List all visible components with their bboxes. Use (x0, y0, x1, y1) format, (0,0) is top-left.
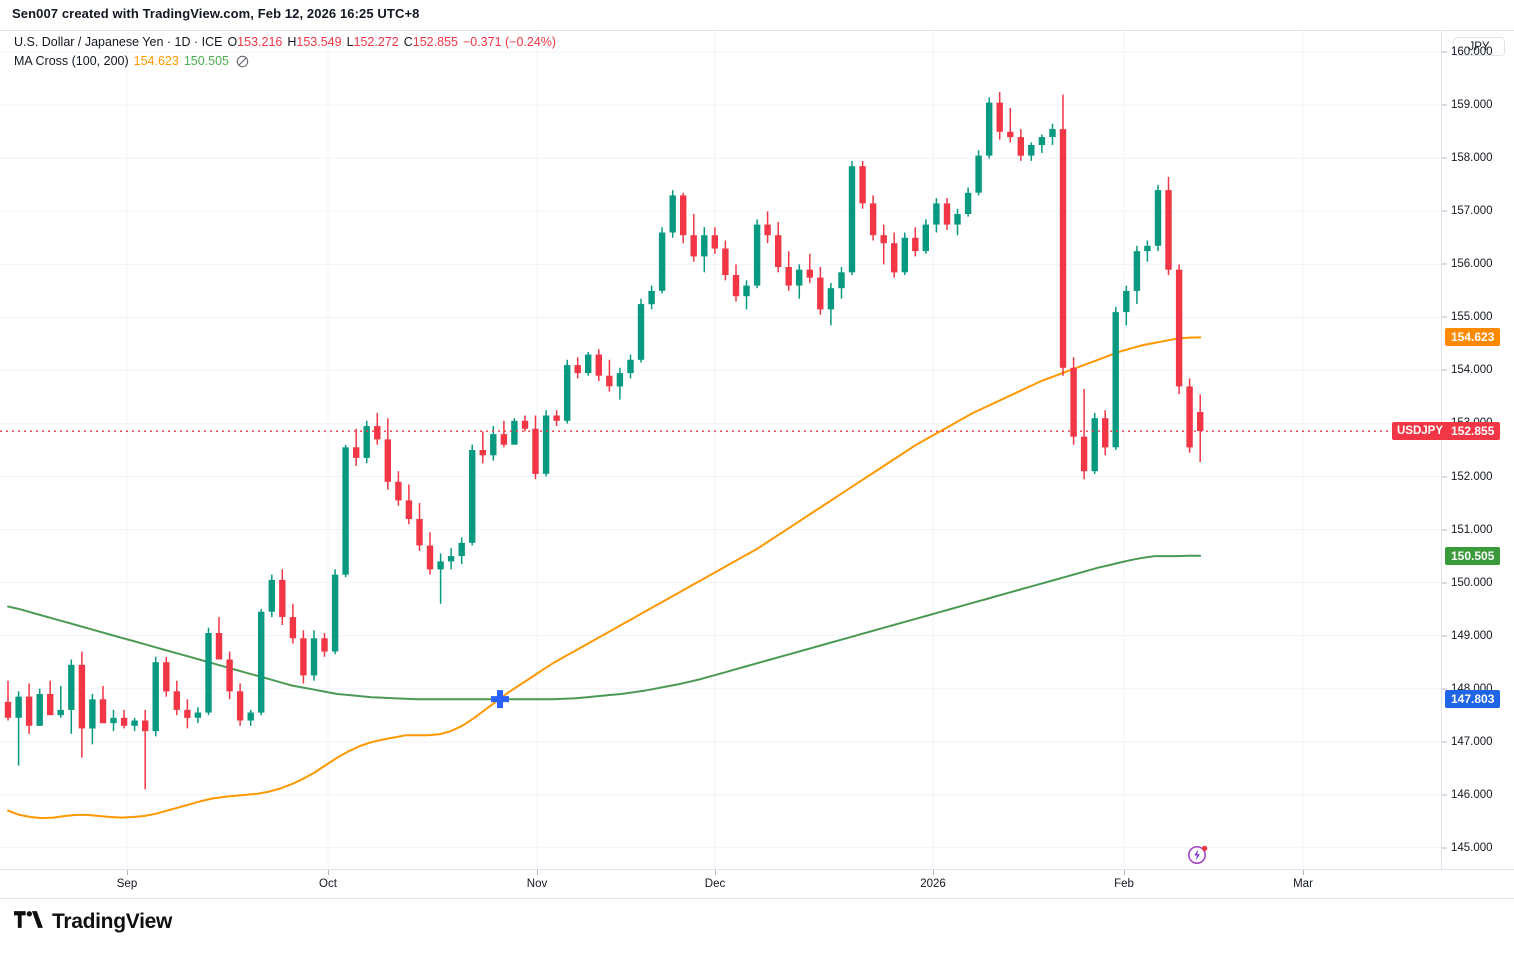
price-tick-dash (1442, 582, 1447, 584)
price-tick-dash (1442, 529, 1447, 531)
price-tick-dash (1442, 476, 1447, 478)
price-tick-dash (1442, 635, 1447, 637)
ohlc-close: C152.855 (403, 35, 458, 49)
time-tick-dash (715, 870, 716, 875)
time-tick-dash (328, 870, 329, 875)
symbol-title: U.S. Dollar / Japanese Yen · 1D · ICE (14, 35, 223, 49)
price-tick-label: 146.000 (1451, 788, 1493, 801)
price-tick-dash (1442, 688, 1447, 690)
price-tick-label: 156.000 (1451, 258, 1493, 271)
ohlc-high: H153.549 (287, 35, 342, 49)
price-tick-label: 160.000 (1451, 46, 1493, 59)
brand-name: TradingView (52, 910, 173, 933)
time-tick-label: Feb (1114, 878, 1134, 890)
time-tick-dash (127, 870, 128, 875)
circle-slash-icon[interactable] (236, 55, 249, 68)
chart-legend: U.S. Dollar / Japanese Yen · 1D · ICE O1… (14, 34, 556, 70)
price-tick-dash (1442, 157, 1447, 159)
time-tick-label: 2026 (920, 878, 946, 890)
price-axis[interactable]: JPY 160.000 159.000 158.000 157.000 156.000 1… (1441, 31, 1514, 869)
price-tick-dash (1442, 794, 1447, 796)
time-tick-label: Sep (116, 878, 138, 890)
ohlc-low: L152.272 (346, 35, 399, 49)
price-tick-dash (1442, 316, 1447, 318)
time-tick-label: Nov (526, 878, 548, 890)
currency-badge: JPY (1453, 37, 1505, 56)
ticker-tag[interactable]: USDJPY (1392, 422, 1449, 441)
attribution-text: Sen007 created with TradingView.com, Feb… (12, 6, 420, 21)
legend-indicator-row[interactable]: MA Cross (100, 200) 154.623 150.505 (14, 53, 556, 70)
price-tick-dash (1442, 741, 1447, 743)
time-tick-dash (537, 870, 538, 875)
price-tick-dash (1442, 104, 1447, 106)
price-tick-dash (1442, 369, 1447, 371)
time-tick-label: Oct (319, 878, 337, 890)
price-tick-label: 158.000 (1451, 152, 1493, 165)
price-tick-label: 157.000 (1451, 205, 1493, 218)
price-tick-dash (1442, 847, 1447, 849)
indicator-value-slow: 150.505 (183, 54, 230, 68)
price-tick-dash (1442, 51, 1447, 53)
indicator-title: MA Cross (100, 200) (14, 54, 129, 68)
lightning-bolt-icon[interactable] (1186, 842, 1210, 871)
price-tick-label: 150.000 (1451, 576, 1493, 589)
chart-plot-area[interactable] (0, 31, 1441, 869)
time-axis[interactable]: Sep Oct Nov Dec 2026 Feb Mar (0, 869, 1514, 899)
ohlc-change: −0.371 (−0.24%) (462, 35, 557, 49)
price-tick-label: 145.000 (1451, 841, 1493, 854)
price-tick-label: 152.000 (1451, 470, 1493, 483)
legend-symbol-row[interactable]: U.S. Dollar / Japanese Yen · 1D · ICE O1… (14, 34, 556, 51)
price-tick-label: 159.000 (1451, 99, 1493, 112)
price-tick-label: 154.000 (1451, 364, 1493, 377)
time-tick-label: Mar (1293, 878, 1313, 890)
price-pill-blue[interactable]: 147.803 (1445, 690, 1501, 709)
time-tick-dash (1303, 870, 1304, 875)
price-tick-label: 155.000 (1451, 311, 1493, 324)
price-tick-label: 147.000 (1451, 735, 1493, 748)
price-pill-orange[interactable]: 154.623 (1445, 328, 1501, 347)
time-tick-label: Dec (704, 878, 726, 890)
price-pill-red[interactable]: 152.855 (1445, 422, 1501, 441)
price-tick-dash (1442, 210, 1447, 212)
footer-brand: TradingView (14, 910, 172, 934)
time-tick-dash (1124, 870, 1125, 875)
ohlc-open: O153.216 (227, 35, 283, 49)
price-tick-label: 149.000 (1451, 629, 1493, 642)
indicator-value-fast: 154.623 (133, 54, 179, 68)
time-tick-dash (933, 870, 934, 875)
header-divider (0, 30, 1514, 31)
tradingview-logo-icon (14, 910, 44, 934)
price-tick-dash (1442, 263, 1447, 265)
price-pill-green[interactable]: 150.505 (1445, 546, 1501, 565)
price-tick-label: 151.000 (1451, 523, 1493, 536)
